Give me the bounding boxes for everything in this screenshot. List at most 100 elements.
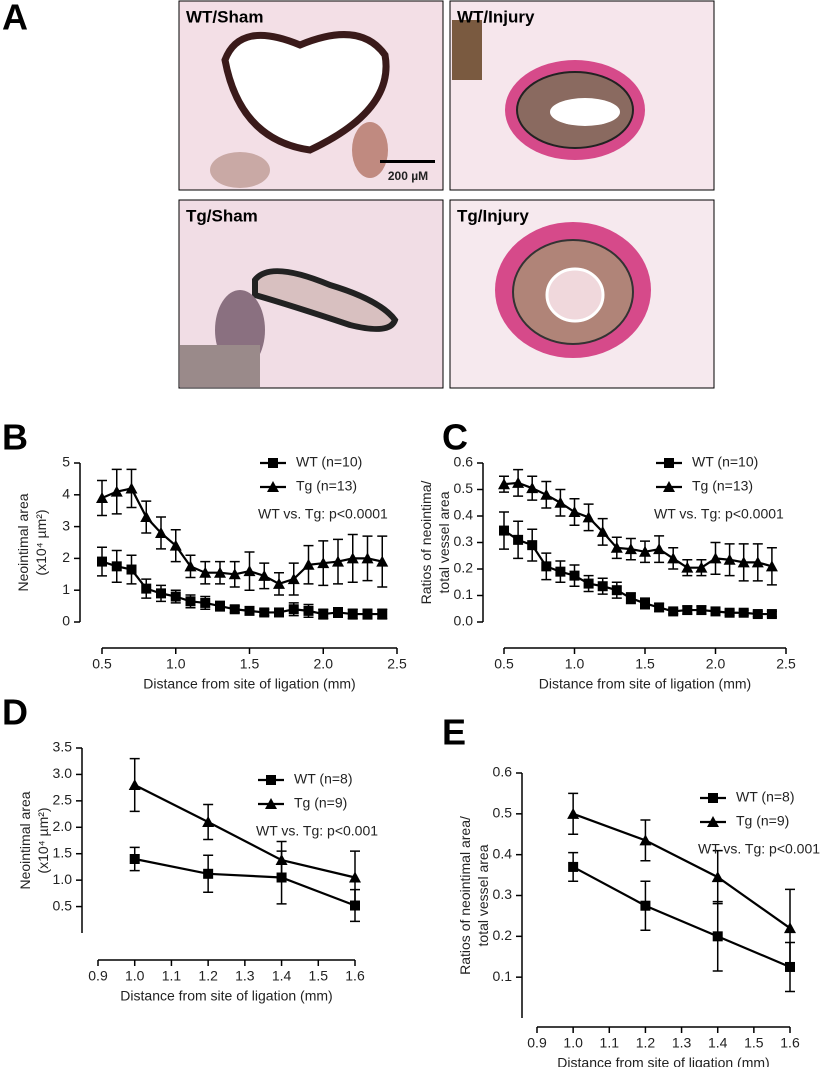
panel-letter: D (2, 692, 28, 733)
marker (215, 601, 225, 612)
x-tick-label: 0.9 (527, 1035, 547, 1051)
y-tick-label: 2.5 (53, 792, 73, 808)
marker (202, 816, 215, 827)
y-axis-title: Neointimal area (x10⁴ µm²) (17, 791, 51, 889)
marker (707, 816, 719, 827)
series-line (134, 857, 356, 907)
marker (170, 591, 181, 602)
x-tick-label: 1.0 (565, 656, 585, 672)
marker (682, 605, 693, 616)
marker (97, 556, 107, 567)
marker (696, 605, 707, 616)
y-axis-title-line: Ratios of neointimal area/ (457, 816, 473, 975)
marker (625, 593, 636, 604)
y-tick-label: 0.6 (493, 764, 513, 780)
marker (653, 543, 666, 555)
marker (346, 552, 359, 564)
x-tick-label: 1.2 (198, 968, 218, 984)
panel-letter: A (2, 0, 28, 38)
x-tick-label: 1.4 (708, 1035, 728, 1051)
marker (610, 541, 623, 553)
legend-label: Tg (n=13) (692, 478, 753, 494)
marker (129, 854, 140, 864)
marker (597, 581, 608, 592)
marker (199, 566, 212, 578)
y-tick-label: 1.0 (53, 871, 73, 887)
legend-label: Tg (n=9) (294, 795, 347, 811)
marker (243, 565, 256, 577)
marker (526, 482, 539, 494)
x-tick-label: 1.3 (235, 968, 255, 984)
x-tick-label: 1.2 (636, 1035, 656, 1051)
annotation: WT vs. Tg: p<0.001 (698, 841, 820, 857)
annotation: WT vs. Tg: p<0.001 (256, 823, 378, 839)
x-axis-title: Distance from site of ligation (mm) (539, 676, 751, 692)
annotation: WT vs. Tg: p<0.0001 (258, 506, 388, 522)
marker (126, 564, 137, 575)
y-axis-title-line: Ratios of neointima/ (418, 481, 434, 605)
marker (287, 573, 300, 585)
x-tick-label: 2.0 (314, 656, 334, 672)
marker (155, 526, 167, 538)
x-tick-label: 2.5 (387, 656, 407, 672)
y-tick-label: 1 (62, 581, 70, 597)
marker (640, 900, 651, 911)
marker (527, 540, 538, 551)
marker (751, 556, 764, 568)
x-tick-label: 1.1 (162, 968, 182, 984)
marker (668, 606, 679, 617)
marker (203, 868, 214, 879)
y-tick-label: 1.5 (53, 844, 73, 860)
marker (244, 605, 255, 616)
series-line (101, 487, 383, 586)
marker (333, 607, 343, 618)
x-tick-label: 2.0 (706, 656, 726, 672)
marker (275, 854, 288, 866)
marker (512, 476, 525, 488)
tissue (452, 20, 482, 80)
y-axis-title-line: Neointimal area (17, 791, 33, 889)
marker (258, 569, 271, 581)
marker (765, 560, 778, 572)
y-tick-label: 0.5 (454, 480, 474, 496)
x-tick-label: 0.5 (494, 656, 514, 672)
marker (708, 793, 718, 803)
marker (654, 602, 665, 613)
marker (568, 861, 579, 872)
legend-label: Tg (n=13) (296, 478, 357, 494)
y-tick-label: 5 (62, 454, 70, 470)
marker (723, 553, 736, 565)
y-tick-label: 3.0 (53, 765, 73, 781)
x-tick-label: 1.5 (635, 656, 655, 672)
marker (724, 607, 735, 618)
marker (639, 545, 651, 557)
y-tick-label: 2.0 (53, 818, 73, 834)
legend-label: WT (n=8) (294, 771, 352, 787)
marker (513, 534, 524, 545)
marker (141, 583, 152, 594)
tissue (210, 152, 270, 188)
y-tick-label: 3.5 (53, 739, 73, 755)
marker (111, 561, 122, 572)
y-tick-label: 2 (62, 549, 70, 565)
marker (766, 609, 777, 620)
x-tick-label: 1.0 (125, 968, 145, 984)
y-axis-title-line: (x10⁴ µm²) (35, 807, 51, 873)
lumen (550, 98, 620, 126)
marker (259, 607, 270, 618)
vessel (221, 31, 390, 154)
x-tick-label: 1.5 (744, 1035, 764, 1051)
marker (752, 609, 763, 620)
y-tick-label: 0.0 (454, 613, 474, 629)
marker (554, 496, 567, 508)
y-tick-label: 4 (62, 486, 70, 502)
marker (267, 481, 279, 492)
y-axis-title: Ratios of neointimal area/total vessel a… (457, 816, 491, 975)
marker (583, 578, 594, 589)
marker (288, 604, 299, 615)
marker (303, 605, 314, 616)
marker (125, 482, 138, 494)
panel-letter: B (2, 417, 28, 458)
x-tick-label: 1.4 (272, 968, 292, 984)
